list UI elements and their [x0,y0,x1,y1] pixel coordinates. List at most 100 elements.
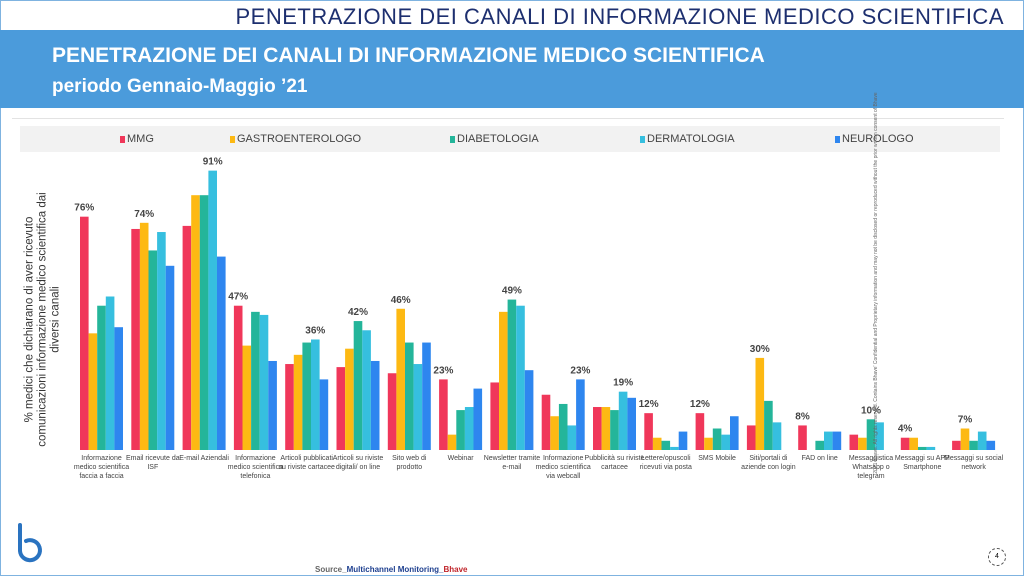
bar [131,228,140,450]
bar [550,416,559,450]
x-tick-label: Newsletter tramite e-mail [483,455,541,471]
bar [610,410,619,450]
bar [80,216,89,450]
bar [464,407,474,450]
bar [405,342,414,450]
bar [251,311,260,450]
bar [353,321,363,450]
legend-label: DERMATOLOGIA [647,133,735,145]
bar [473,388,483,450]
data-label: 8% [795,411,810,422]
source-prefix: Source_ [315,565,347,574]
bar [114,327,123,450]
legend-item: MMG [120,133,154,145]
bar [900,437,910,450]
data-label: 42% [348,307,368,318]
x-tick-label: Email ricevute da ISF [125,455,180,471]
data-label: 36% [305,325,325,336]
bar [88,333,98,450]
legend-label: MMG [127,133,154,145]
bar [661,440,671,450]
legend-swatch [835,135,840,143]
bar [208,170,217,450]
x-tick-label: E-mail Aziendali [179,455,229,462]
bar [909,437,918,450]
bar [644,413,653,450]
bar [618,391,628,450]
source-note: Source_Multichannel Monitoring_Bhave [315,565,467,574]
data-label: 46% [391,295,411,306]
bar [969,440,978,450]
x-tick-label: Lettere/opuscoli ricevuti via posta [639,455,692,471]
band-subtitle: periodo Gennaio-Maggio ’21 [52,76,308,97]
data-label: 30% [750,344,770,355]
bar [849,434,859,450]
legend-label: NEUROLOGO [842,133,914,145]
data-label: 12% [690,399,710,410]
bar [507,299,517,450]
x-tick-label: Sito web di prodotto [392,455,427,471]
data-label: 7% [958,415,973,426]
x-tick-label: Pubblicità su riviste cartacee [584,455,645,471]
bar [670,446,679,450]
bar [490,382,499,450]
bar [191,195,200,450]
bar [387,373,397,450]
bar [541,394,551,450]
bar [233,305,243,450]
source-brand: Bhave [443,565,468,574]
bar [986,440,996,450]
data-label: 23% [570,365,590,376]
bar [439,379,448,450]
bar [960,428,970,450]
bar [456,410,465,450]
data-label: 91% [203,157,223,168]
bar [730,416,739,450]
legend-swatch [230,135,235,143]
legend-label: DIABETOLOGIA [457,133,539,145]
data-label: 12% [639,399,659,410]
chart-panel [12,118,1004,499]
x-tick-label: Informazione medico scientifica telefoni… [227,455,284,480]
bar [259,314,269,450]
legend-item: DERMATOLOGIA [640,133,735,145]
bar [302,342,311,450]
copyright-text: 2021 Bhave. All rights reserved. Contain… [873,92,879,474]
data-label: 10% [861,405,881,416]
bar [918,446,927,450]
bar [362,330,371,450]
x-tick-label: Messaggi su social network [944,455,1004,471]
x-tick-label: Webinar [447,455,474,462]
bar [217,256,226,450]
x-tick-label: FAD on line [801,455,838,462]
bar [875,422,884,450]
bar [755,357,765,450]
data-label: 49% [502,286,522,297]
x-tick-label: SMS Mobile [698,455,736,462]
bar [593,407,602,450]
bar [311,339,320,450]
bar [858,437,867,450]
bar [285,364,294,450]
bar [746,425,756,450]
bar [704,437,713,450]
bar [516,305,525,450]
bar [97,305,106,450]
bar [157,232,166,450]
bar [499,311,508,450]
bar [524,370,534,450]
data-label: 19% [613,378,633,389]
legend-item: GASTROENTEROLOGO [230,133,361,145]
bar [293,354,303,450]
top-title: PENETRAZIONE DEI CANALI DI INFORMAZIONE … [235,4,1004,29]
data-label: 4% [898,424,913,435]
x-tick-label: Messaggi su APP Smartphone [894,455,950,471]
title-band: PENETRAZIONE DEI CANALI DI INFORMAZIONE … [0,30,1024,108]
x-tick-label: Informazione medico scientifica faccia a… [73,455,130,480]
legend-label: GASTROENTEROLOGO [237,133,362,145]
bar [977,431,987,450]
bhave-logo [14,523,44,568]
bar [139,222,149,450]
bar [678,431,688,450]
